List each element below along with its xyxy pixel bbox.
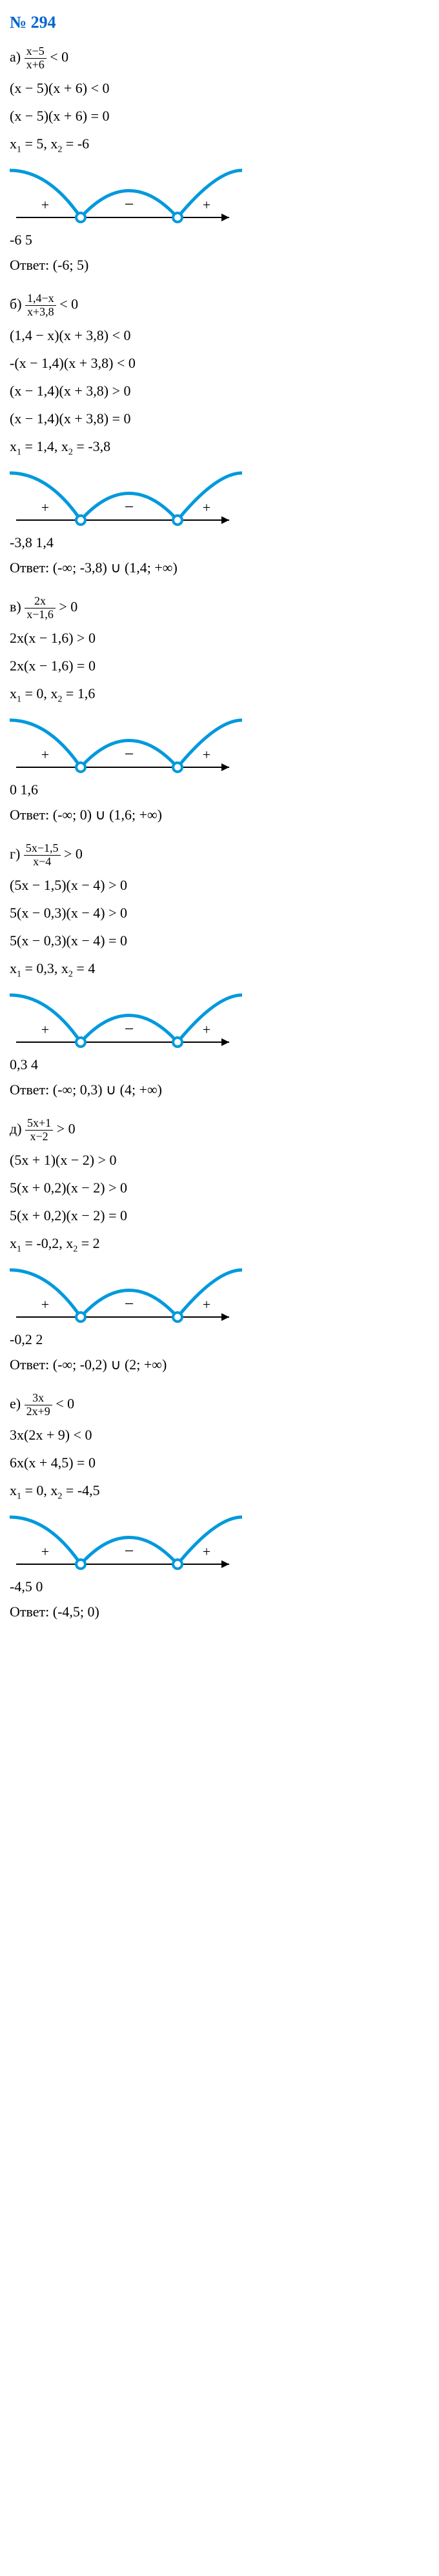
fraction: 3x2x+9 — [25, 1392, 52, 1418]
step-line: (5x + 1)(x − 2) > 0 — [10, 1149, 429, 1171]
svg-text:+: + — [203, 1544, 210, 1560]
fraction: 5x−1,5x−4 — [24, 842, 61, 869]
sign-diagram: +−+ -4,5 0 — [10, 1514, 429, 1594]
roots-line: x1 = 1,4, x2 = -3,8 — [10, 435, 429, 460]
roots-line: x1 = 0,3, x2 = 4 — [10, 957, 429, 982]
svg-text:+: + — [41, 1021, 49, 1038]
page-title: № 294 — [10, 13, 429, 32]
svg-text:−: − — [125, 498, 134, 516]
step-line: (x − 1,4)(x + 3,8) = 0 — [10, 407, 429, 430]
step-line: 6x(x + 4,5) = 0 — [10, 1451, 429, 1474]
svg-text:+: + — [203, 747, 210, 763]
svg-text:+: + — [203, 197, 210, 213]
svg-text:+: + — [41, 747, 49, 763]
answer-line: Ответ: (-∞; 0,3) ∪ (4; +∞) — [10, 1078, 429, 1101]
step-line: (5x − 1,5)(x − 4) > 0 — [10, 874, 429, 896]
section-label: д) 5x+1x−2 > 0 — [10, 1117, 429, 1143]
svg-text:+: + — [41, 197, 49, 213]
fraction: x−5x+6 — [25, 45, 46, 72]
step-line: (1,4 − x)(x + 3,8) < 0 — [10, 324, 429, 347]
sign-diagram: +−+ 0,3 4 — [10, 992, 429, 1072]
step-line: -(x − 1,4)(x + 3,8) < 0 — [10, 352, 429, 374]
svg-text:−: − — [125, 195, 134, 214]
svg-text:+: + — [203, 1296, 210, 1313]
answer-line: Ответ: (-∞; -0,2) ∪ (2; +∞) — [10, 1353, 429, 1376]
step-line: (x − 5)(x + 6) < 0 — [10, 77, 429, 99]
answer-line: Ответ: (-4,5; 0) — [10, 1600, 429, 1623]
sign-diagram: +−+ -3,8 1,4 — [10, 470, 429, 550]
answer-line: Ответ: (-∞; -3,8) ∪ (1,4; +∞) — [10, 556, 429, 579]
svg-text:−: − — [125, 1542, 134, 1560]
fraction: 2xx−1,6 — [25, 595, 56, 621]
section-label: е) 3x2x+9 < 0 — [10, 1392, 429, 1418]
fraction: 5x+1x−2 — [25, 1117, 53, 1143]
step-line: (x − 5)(x + 6) = 0 — [10, 105, 429, 127]
svg-text:+: + — [41, 1544, 49, 1560]
answer-line: Ответ: (-∞; 0) ∪ (1,6; +∞) — [10, 803, 429, 826]
section-label: а) x−5x+6 < 0 — [10, 45, 429, 72]
step-line: 3x(2x + 9) < 0 — [10, 1424, 429, 1446]
step-line: 2x(x − 1,6) = 0 — [10, 654, 429, 677]
svg-text:−: − — [125, 1020, 134, 1038]
step-line: 5(x − 0,3)(x − 4) = 0 — [10, 929, 429, 952]
svg-text:+: + — [41, 1296, 49, 1313]
step-line: 5(x + 0,2)(x − 2) > 0 — [10, 1176, 429, 1199]
roots-line: x1 = 0, x2 = -4,5 — [10, 1479, 429, 1504]
svg-text:−: − — [125, 745, 134, 763]
sign-diagram: +−+ -0,2 2 — [10, 1267, 429, 1347]
section-label: г) 5x−1,5x−4 > 0 — [10, 842, 429, 869]
fraction: 1,4−xx+3,8 — [25, 292, 56, 319]
sign-diagram: +−+ 0 1,6 — [10, 717, 429, 797]
section-label: в) 2xx−1,6 > 0 — [10, 595, 429, 621]
step-line: 2x(x − 1,6) > 0 — [10, 627, 429, 649]
step-line: 5(x + 0,2)(x − 2) = 0 — [10, 1204, 429, 1227]
svg-text:−: − — [125, 1294, 134, 1313]
svg-text:+: + — [203, 1021, 210, 1038]
roots-line: x1 = 5, x2 = -6 — [10, 132, 429, 157]
step-line: 5(x − 0,3)(x − 4) > 0 — [10, 901, 429, 924]
roots-line: x1 = -0,2, x2 = 2 — [10, 1232, 429, 1257]
answer-line: Ответ: (-6; 5) — [10, 254, 429, 276]
section-label: б) 1,4−xx+3,8 < 0 — [10, 292, 429, 319]
roots-line: x1 = 0, x2 = 1,6 — [10, 682, 429, 707]
step-line: (x − 1,4)(x + 3,8) > 0 — [10, 379, 429, 402]
svg-text:+: + — [203, 499, 210, 516]
svg-text:+: + — [41, 499, 49, 516]
sign-diagram: +−+ -6 5 — [10, 167, 429, 247]
